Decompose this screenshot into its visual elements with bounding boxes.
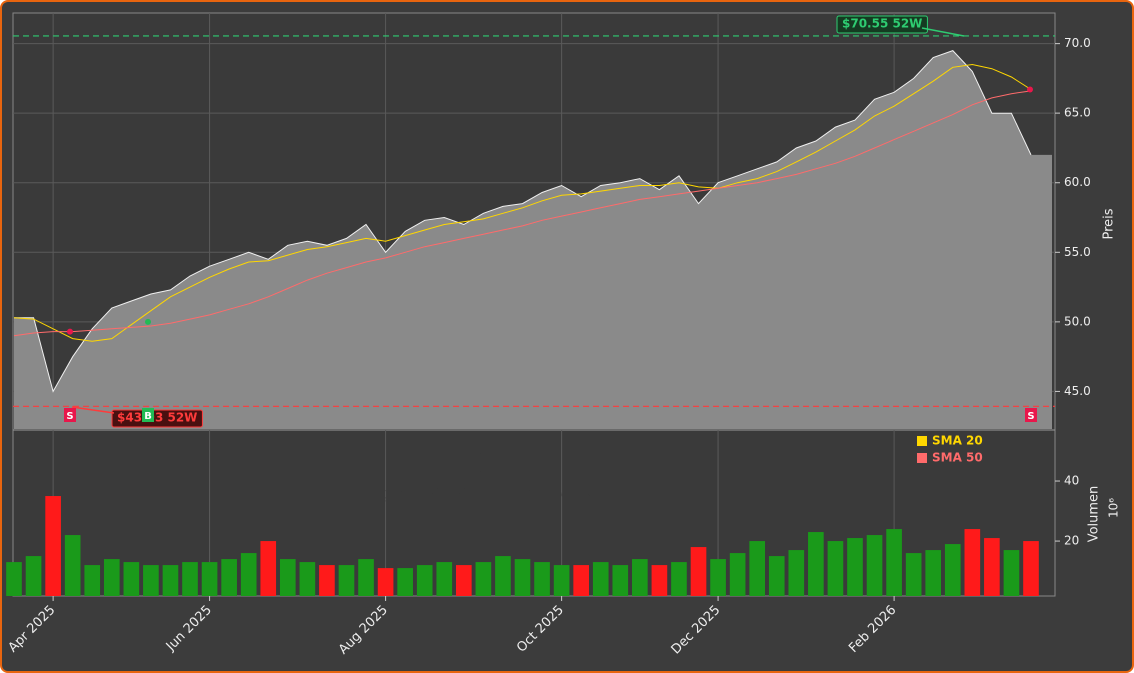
signal-label: S [66, 411, 73, 422]
volume-bar [964, 529, 981, 596]
volume-bar [143, 565, 159, 596]
volume-bar [338, 565, 355, 596]
volume-bar [377, 568, 394, 596]
volume-bar [299, 562, 316, 596]
volume-bar [690, 547, 707, 596]
volume-bar [925, 550, 942, 596]
volume-bar [671, 562, 687, 596]
annotation-label: $70.55 52W [842, 17, 922, 31]
legend-label: SMA 50 [932, 451, 983, 465]
volume-bar [1023, 541, 1039, 596]
signal-label: B [144, 411, 152, 422]
x-tick-label: Dec 2025 [669, 603, 724, 658]
signal-marker [142, 408, 154, 422]
volume-bar [84, 565, 101, 596]
volume-bar [984, 538, 1000, 596]
volume-bar [573, 565, 589, 596]
volume-bar [25, 556, 42, 596]
price-area [14, 50, 1052, 429]
y2-axis-label: Volumen [1087, 486, 1102, 543]
volume-bar [319, 565, 335, 596]
volume-bar [103, 559, 120, 596]
volume-bar [436, 562, 453, 596]
price-line [14, 50, 1032, 393]
cross-dot [145, 318, 151, 325]
cross-dot [1027, 86, 1033, 93]
legend-label: SMA 20 [932, 434, 983, 448]
volume-bar [162, 565, 179, 596]
volume-bar [749, 541, 766, 596]
volume-bar [808, 532, 824, 596]
signal-marker [1025, 408, 1037, 422]
volume-bar [944, 544, 961, 596]
y-tick-label: 65.0 [1064, 106, 1091, 120]
volume-bar [729, 553, 746, 596]
y2-tick-label: 40 [1064, 474, 1079, 488]
volume-bar [123, 562, 140, 596]
x-tick-label: Aug 2025 [336, 603, 391, 658]
volume-bar [553, 565, 570, 596]
volume-bar [651, 565, 668, 596]
volume-bar [260, 541, 277, 596]
y-axis-label: Preis [1102, 208, 1117, 239]
y-tick-label: 45.0 [1064, 384, 1091, 398]
y2-axis-unit: 10⁶ [1107, 498, 1121, 518]
volume-bar [632, 559, 648, 596]
x-tick-label: Jun 2025 [163, 603, 215, 655]
volume-bar [592, 562, 609, 596]
ticker-watermark: VEA [419, 426, 549, 494]
annotation-arrow [71, 406, 115, 414]
signal-marker [64, 408, 76, 422]
x-tick-label: Feb 2026 [846, 603, 899, 656]
volume-bar [397, 568, 413, 596]
volume-bar [1003, 550, 1020, 596]
volume-bar [847, 538, 863, 596]
volume-bar [534, 562, 550, 596]
annotation-arrow [921, 27, 965, 37]
volume-bar [358, 559, 374, 596]
signal-label: S [1027, 411, 1034, 422]
volume-bar [612, 565, 629, 596]
y-tick-label: 60.0 [1064, 175, 1091, 189]
sma-line [13, 90, 1032, 337]
volume-bar [182, 562, 198, 596]
legend-swatch [917, 453, 927, 463]
volume-bar [866, 535, 883, 596]
sma-line [13, 63, 1032, 342]
y2-tick-label: 20 [1064, 534, 1079, 548]
volume-bar [827, 541, 844, 596]
volume-bar [710, 559, 726, 596]
cross-dot [67, 328, 73, 335]
volume-bar [475, 562, 492, 596]
volume-bar [45, 496, 61, 596]
volume-bar [201, 562, 218, 596]
annotation-box [836, 15, 928, 34]
volume-bar [495, 556, 511, 596]
x-tick-label: Oct 2025 [514, 603, 567, 656]
volume-bar [886, 529, 902, 596]
annotation-label: $43.93 52W [117, 411, 197, 425]
annotation-box [111, 409, 203, 428]
volume-bar [64, 535, 81, 596]
volume-bar [514, 559, 531, 596]
volume-bar [279, 559, 296, 596]
y-tick-label: 70.0 [1064, 36, 1091, 50]
volume-bar [6, 562, 22, 596]
volume-bar [905, 553, 922, 596]
legend-swatch [917, 436, 927, 446]
volume-bar [768, 556, 785, 596]
x-tick-label: Apr 2025 [6, 603, 59, 656]
y-tick-label: 50.0 [1064, 314, 1091, 328]
volume-bar [240, 553, 257, 596]
volume-bar [456, 565, 472, 596]
subtitle-watermark: Vanguard FTSE Developed Markets [353, 485, 615, 503]
y-tick-label: 55.0 [1064, 245, 1091, 259]
volume-bar [788, 550, 805, 596]
volume-bar [416, 565, 433, 596]
volume-bar [221, 559, 237, 596]
